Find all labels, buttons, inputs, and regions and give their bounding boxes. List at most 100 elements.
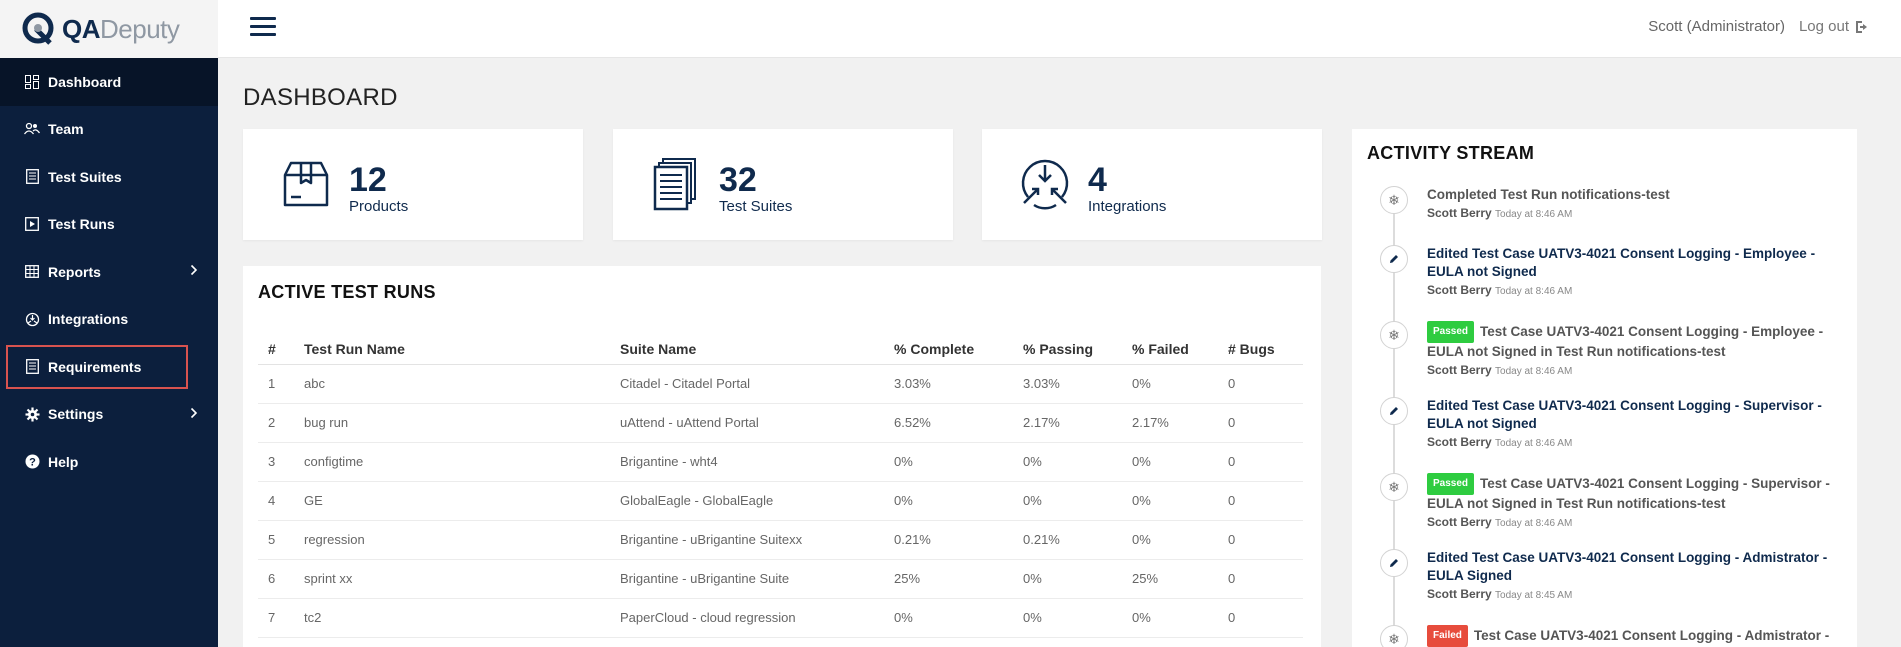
cell-index: 3 (258, 442, 294, 482)
column-header[interactable]: # Bugs (1218, 334, 1303, 365)
column-header[interactable]: % Complete (884, 334, 1013, 365)
cell-run-name[interactable]: tc2 (294, 598, 610, 638)
table-row[interactable]: 2 bug run uAttend - uAttend Portal 6.52%… (258, 403, 1303, 443)
activity-time: Today at 8:46 AM (1495, 438, 1573, 449)
sidebar-item-label: Settings (48, 406, 104, 423)
activity-time: Today at 8:46 AM (1495, 209, 1573, 220)
user-name[interactable]: Scott (Administrator) (1648, 18, 1785, 35)
activity-text[interactable]: Test Case UATV3-4021 Consent Logging - S… (1427, 476, 1830, 511)
pencil-icon (1380, 549, 1408, 577)
cell-complete: 0% (884, 442, 1013, 482)
activity-text[interactable]: Test Case UATV3-4021 Consent Logging - E… (1427, 324, 1824, 359)
integrations-label: Integrations (1088, 198, 1167, 215)
chevron-right-icon (190, 407, 198, 418)
dashboard-icon (24, 74, 40, 90)
test-runs-icon (24, 216, 40, 232)
cell-run-name[interactable]: sprint xx (294, 559, 610, 599)
cell-suite-name: Brigantine - wht4 (610, 442, 884, 482)
sidebar-item-label: Reports (48, 263, 101, 280)
page-title: DASHBOARD (243, 84, 398, 111)
activity-text[interactable]: Edited Test Case UATV3-4021 Consent Logg… (1427, 398, 1822, 431)
cell-run-name[interactable]: regression (294, 520, 610, 560)
stat-card-integrations[interactable]: 4 Integrations (982, 129, 1322, 240)
hamburger-icon-bar (250, 17, 276, 20)
cell-failed: 0% (1122, 598, 1218, 638)
sidebar-item-team[interactable]: Team (0, 106, 218, 154)
sidebar-item-test-suites[interactable]: Test Suites (0, 153, 218, 201)
cell-index: 5 (258, 520, 294, 560)
integrations-icon (1021, 159, 1069, 210)
sidebar: Dashboard Team Test Suites Test Runs Rep… (0, 58, 218, 647)
cell-passing: 0.21% (1013, 520, 1122, 560)
active-test-runs-title: ACTIVE TEST RUNS (258, 282, 436, 302)
passed-badge: Passed (1427, 321, 1475, 343)
cell-failed: 0% (1122, 364, 1218, 404)
column-header[interactable]: Test Run Name (294, 334, 610, 365)
sidebar-item-help[interactable]: ? Help (0, 438, 218, 486)
column-header[interactable]: Suite Name (610, 334, 884, 365)
cell-index: 1 (258, 364, 294, 404)
cell-run-name[interactable]: GE (294, 481, 610, 521)
cell-bugs: 0 (1218, 442, 1303, 482)
cell-index: 4 (258, 481, 294, 521)
sidebar-item-label: Requirements (48, 358, 142, 375)
activity-stream-panel: ACTIVITY STREAM ❄ Completed Test Run not… (1352, 129, 1857, 647)
cell-index: 6 (258, 559, 294, 599)
table-row[interactable]: 6 sprint xx Brigantine - uBrigantine Sui… (258, 559, 1303, 599)
sidebar-item-dashboard[interactable]: Dashboard (0, 58, 218, 106)
menu-toggle-button[interactable] (250, 17, 276, 39)
logout-label: Log out (1798, 18, 1849, 35)
cell-suite-name: uAttend - uAttend Portal (610, 403, 884, 443)
stat-card-products[interactable]: 12 Products (243, 129, 583, 240)
cell-run-name[interactable]: bug run (294, 403, 610, 443)
snowflake-icon: ❄ (1380, 473, 1408, 501)
table-row[interactable]: 7 tc2 PaperCloud - cloud regression 0% 0… (258, 598, 1303, 638)
cell-index: 7 (258, 598, 294, 638)
hamburger-icon-bar (250, 25, 276, 28)
activity-user: Scott Berry (1427, 587, 1492, 601)
cell-suite-name: Brigantine - uBrigantine Suitexx (610, 520, 884, 560)
cell-passing: 0% (1013, 481, 1122, 521)
cell-complete: 0% (884, 598, 1013, 638)
cell-index: 2 (258, 403, 294, 443)
cell-passing: 0% (1013, 598, 1122, 638)
activity-text[interactable]: Edited Test Case UATV3-4021 Consent Logg… (1427, 550, 1828, 583)
activity-text[interactable]: Test Case UATV3-4021 Consent Logging - A… (1473, 628, 1830, 643)
column-header[interactable]: # (258, 334, 294, 365)
sidebar-item-reports[interactable]: Reports (0, 248, 218, 296)
column-header[interactable]: % Passing (1013, 334, 1122, 365)
cell-bugs: 0 (1218, 559, 1303, 599)
hamburger-icon-bar (250, 33, 276, 36)
cell-run-name[interactable]: configtime (294, 442, 610, 482)
column-header[interactable]: % Failed (1122, 334, 1218, 365)
logout-icon (1856, 20, 1867, 33)
test-suites-count: 32 (719, 161, 757, 199)
stat-card-test-suites[interactable]: 32 Test Suites (613, 129, 953, 240)
sidebar-item-label: Dashboard (48, 73, 122, 90)
products-label: Products (349, 198, 409, 215)
cell-bugs: 0 (1218, 403, 1303, 443)
activity-text[interactable]: Completed Test Run notifications-test (1427, 187, 1670, 202)
products-count: 12 (349, 161, 387, 199)
team-icon (24, 121, 40, 137)
logo[interactable]: QADeputy (0, 0, 218, 58)
logout-button[interactable]: Log out (1799, 18, 1871, 35)
cell-passing: 3.03% (1013, 364, 1122, 404)
table-row[interactable]: 5 regression Brigantine - uBrigantine Su… (258, 520, 1303, 560)
cell-bugs: 0 (1218, 481, 1303, 521)
cell-run-name[interactable]: abc (294, 364, 610, 404)
table-row[interactable]: 4 GE GlobalEagle - GlobalEagle 0% 0% 0% … (258, 481, 1303, 521)
cell-bugs: 0 (1218, 598, 1303, 638)
sidebar-item-integrations[interactable]: Integrations (0, 296, 218, 344)
activity-text[interactable]: Edited Test Case UATV3-4021 Consent Logg… (1427, 246, 1816, 279)
logo-text: QADeputy (62, 14, 180, 45)
integrations-icon (24, 311, 40, 327)
sidebar-item-requirements[interactable]: Requirements (4, 343, 190, 391)
activity-user: Scott Berry (1427, 515, 1492, 529)
table-row[interactable]: 3 configtime Brigantine - wht4 0% 0% 0% … (258, 442, 1303, 482)
table-row[interactable]: 1 abc Citadel - Citadel Portal 3.03% 3.0… (258, 364, 1303, 404)
logo-q-icon (22, 12, 54, 45)
sidebar-item-label: Team (48, 121, 84, 138)
sidebar-item-test-runs[interactable]: Test Runs (0, 201, 218, 249)
sidebar-item-settings[interactable]: Settings (0, 391, 218, 439)
